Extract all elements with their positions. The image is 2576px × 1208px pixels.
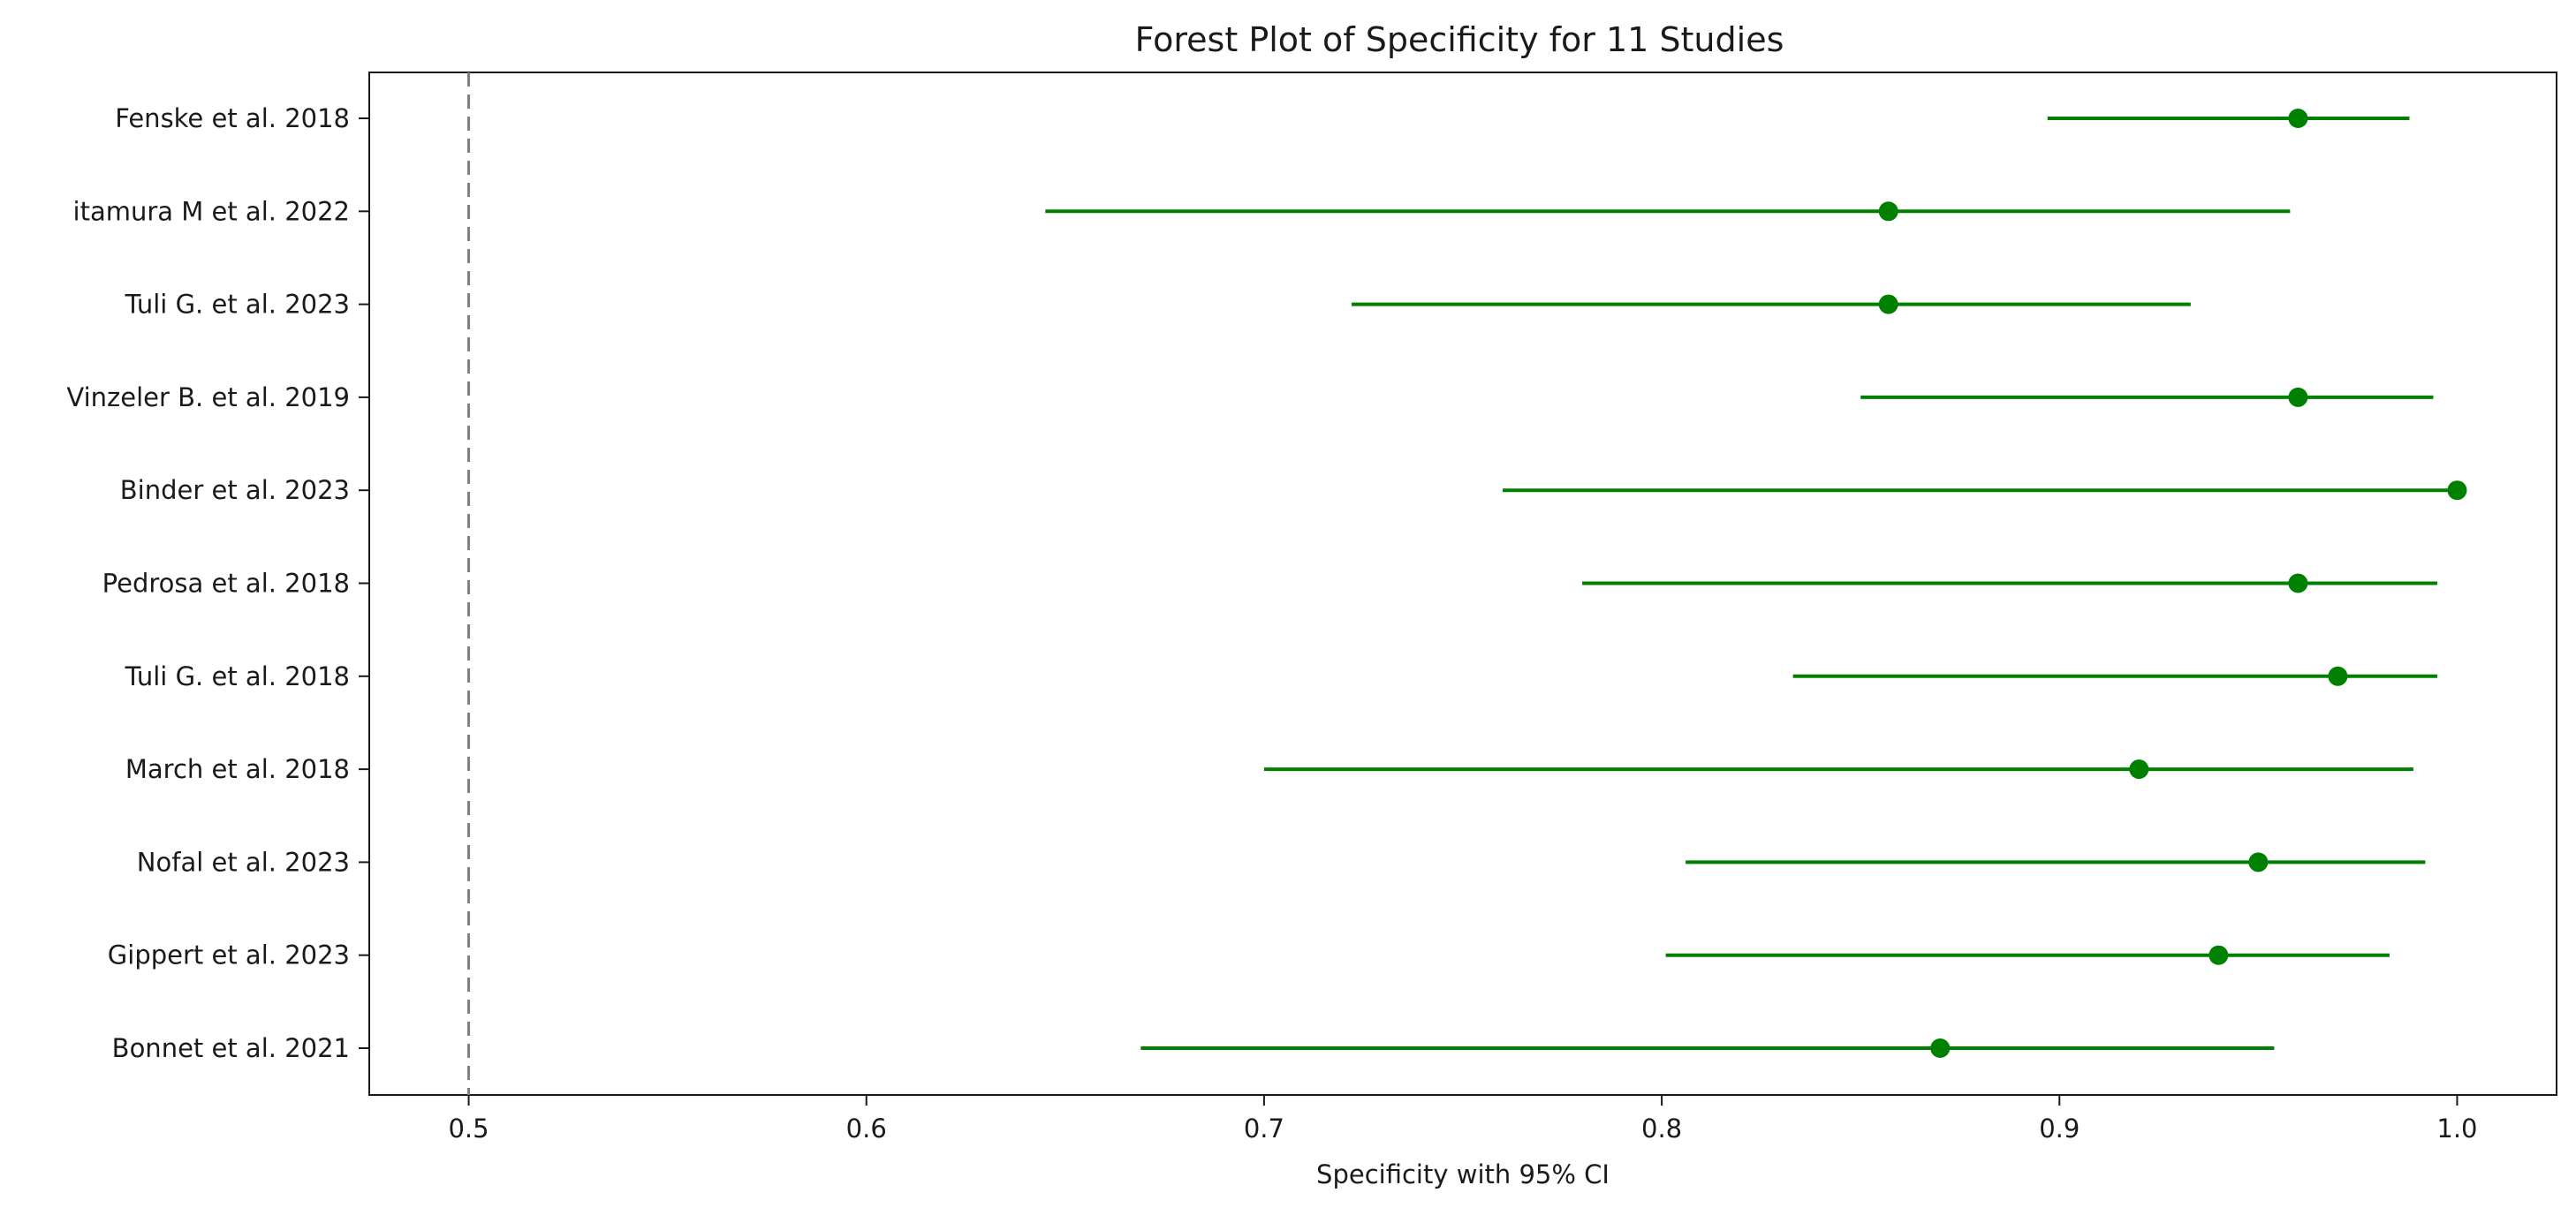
x-tick-label: 0.8 <box>1641 1114 1682 1144</box>
point-estimate-marker <box>2328 666 2348 686</box>
study-label: Gippert et al. 2023 <box>108 940 350 970</box>
study-label: Bonnet et al. 2021 <box>112 1033 350 1063</box>
x-tick-label: 0.5 <box>448 1114 489 1144</box>
point-estimate-marker <box>2447 480 2467 501</box>
x-tick-label: 1.0 <box>2436 1114 2477 1144</box>
x-tick-label: 0.7 <box>1244 1114 1284 1144</box>
x-tick-label: 0.9 <box>2039 1114 2080 1144</box>
x-tick-label: 0.6 <box>846 1114 887 1144</box>
point-estimate-marker <box>2288 573 2308 593</box>
study-label: Nofal et al. 2023 <box>137 847 350 877</box>
point-estimate-marker <box>2288 109 2308 128</box>
point-estimate-marker <box>1878 294 1898 314</box>
x-axis-ticks: 0.5 0.6 0.7 0.8 0.9 1.0 <box>448 1095 2478 1144</box>
chart-title: Forest Plot of Specificity for 11 Studie… <box>1135 20 1784 59</box>
point-estimate-marker <box>2209 945 2229 965</box>
y-axis-ticks: Fenske et al. 2018 itamura M et al. 2022 T… <box>66 103 369 1063</box>
study-label: Pedrosa et al. 2018 <box>102 569 350 599</box>
study-label: Vinzeler B. et al. 2019 <box>66 382 350 412</box>
study-label: March et al. 2018 <box>125 754 350 784</box>
point-estimate-marker <box>1930 1038 1951 1058</box>
point-estimate-marker <box>2248 852 2269 872</box>
confidence-intervals <box>1045 117 2458 1050</box>
point-estimates <box>1878 109 2467 1058</box>
point-estimate-marker <box>2129 759 2149 780</box>
study-label: itamura M et al. 2022 <box>73 196 350 226</box>
study-label: Tuli G. et al. 2023 <box>125 290 350 320</box>
study-label: Fenske et al. 2018 <box>115 103 350 133</box>
point-estimate-marker <box>2288 387 2308 407</box>
point-estimate-marker <box>1878 201 1898 222</box>
x-axis-title: Specificity with 95% CI <box>1316 1159 1610 1189</box>
study-label: Binder et al. 2023 <box>120 475 350 505</box>
study-label: Tuli G. et al. 2018 <box>125 661 350 691</box>
